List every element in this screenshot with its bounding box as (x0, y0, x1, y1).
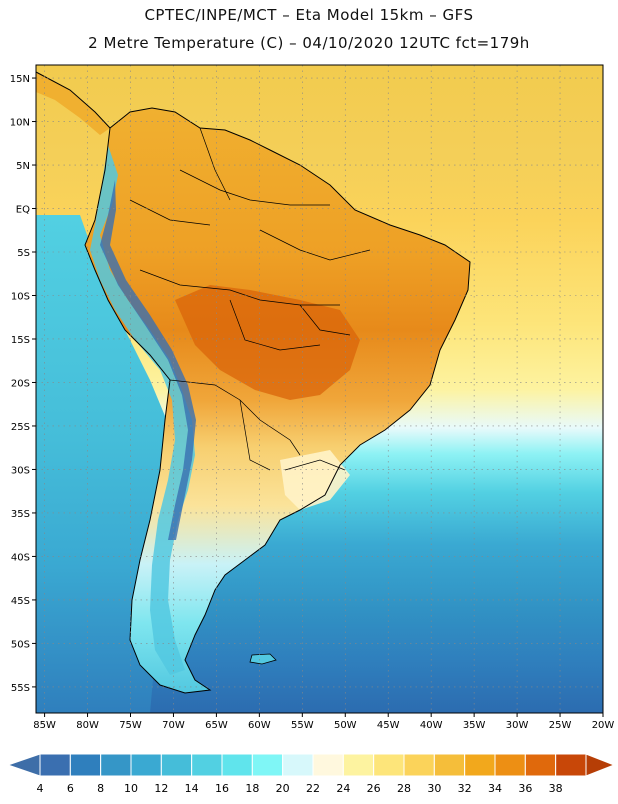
longitude-label: 25W (549, 720, 572, 731)
longitude-label: 65W (205, 720, 228, 731)
longitude-label: 55W (291, 720, 314, 731)
colorbar-swatch (251, 753, 284, 777)
colorbar-swatch (191, 753, 223, 777)
axis-ticks (32, 77, 604, 717)
colorbar-swatch (494, 753, 526, 777)
colorbar-label: 24 (336, 782, 350, 795)
colorbar-label: 14 (185, 782, 199, 795)
longitude-label: 70W (162, 720, 185, 731)
hot-core-region (175, 285, 360, 400)
colorbar-swatch (130, 753, 162, 777)
south-america-landmass (85, 108, 470, 693)
map-title: CPTEC/INPE/MCT – Eta Model 15km – GFS (144, 6, 474, 24)
colorbar-label: 12 (154, 782, 168, 795)
latitude-label: 45S (11, 596, 30, 607)
colorbar-swatch (221, 753, 253, 777)
longitude-label: 80W (76, 720, 99, 731)
colorbar-swatch (312, 753, 344, 777)
colorbar-swatch (464, 753, 496, 777)
colorbar-label: 38 (549, 782, 563, 795)
longitude-label: 60W (248, 720, 271, 731)
colorbar-label: 10 (124, 782, 138, 795)
colorbar-label: 36 (518, 782, 532, 795)
longitude-label: 50W (334, 720, 357, 731)
colorbar-swatch (342, 753, 375, 777)
coastline (36, 71, 471, 694)
latitude-label: 50S (11, 639, 30, 650)
colorbar-label: 32 (458, 782, 472, 795)
longitude-label: 45W (377, 720, 400, 731)
latitude-label: 5N (16, 161, 30, 172)
colorbar-label: 6 (67, 782, 74, 795)
colorbar-swatch (433, 753, 466, 777)
colorbar-swatch (160, 753, 193, 777)
temperature-colorbar (6, 753, 616, 777)
colorbar-swatch (100, 753, 132, 777)
latitude-label: 20S (11, 378, 30, 389)
colorbar-label: 8 (97, 782, 104, 795)
colorbar-swatch (69, 753, 102, 777)
longitude-label: 40W (420, 720, 443, 731)
colorbar-label: 20 (276, 782, 290, 795)
latitude-label: 15S (11, 335, 30, 346)
colorbar-swatch (524, 753, 557, 777)
colorbar-label: 22 (306, 782, 320, 795)
colorbar-swatch (373, 753, 405, 777)
latitude-label: 55S (11, 683, 30, 694)
latitude-label: 10N (10, 118, 30, 129)
colorbar-label: 28 (397, 782, 411, 795)
latitude-label: 25S (11, 422, 30, 433)
map-subtitle: 2 Metre Temperature (C) – 04/10/2020 12U… (88, 34, 530, 52)
colorbar-label: 16 (215, 782, 229, 795)
longitude-labels: 85W 80W 75W 70W 65W 60W 55W 50W 45W 40W 35W 30W 25W 2… (33, 720, 614, 731)
colorbar-label: 34 (488, 782, 502, 795)
central-america-landmass (36, 72, 110, 135)
andes-coldest-band (100, 180, 196, 540)
latitude-label: 15N (10, 74, 30, 85)
colorbar-swatch (555, 753, 587, 777)
colorbar-label: 30 (427, 782, 441, 795)
falkland-islands (249, 653, 277, 665)
andes-cold-band (90, 145, 195, 675)
colorbar-under-arrow (6, 753, 41, 777)
colorbar-label: 18 (245, 782, 259, 795)
latitude-label: EQ (16, 205, 30, 216)
latitude-label: 5S (17, 248, 30, 259)
latitude-label: 30S (11, 465, 30, 476)
map-frame (35, 64, 604, 714)
longitude-label: 85W (33, 720, 56, 731)
colorbar-swatch (282, 753, 314, 777)
latitude-label: 35S (11, 509, 30, 520)
longitude-label: 30W (506, 720, 529, 731)
latitude-label: 40S (11, 552, 30, 563)
longitude-label: 35W (463, 720, 486, 731)
graticule (36, 65, 603, 713)
colorbar-labels: 4 6 8 10 12 14 16 18 20 22 24 26 28 30 32 34 36 38 (37, 782, 563, 795)
country-borders (129, 127, 371, 471)
colorbar-swatch (403, 753, 435, 777)
longitude-label: 20W (592, 720, 615, 731)
latitude-labels: 15N 10N 5N EQ 5S 10S 15S 20S 25S 30S 35S 40S 45S 50S 5… (10, 74, 30, 694)
longitude-label: 75W (119, 720, 142, 731)
colorbar-swatch (39, 753, 71, 777)
colorbar-over-arrow (585, 753, 616, 777)
colorbar-label: 4 (37, 782, 44, 795)
colorbar-label: 26 (367, 782, 381, 795)
latitude-label: 10S (11, 291, 30, 302)
